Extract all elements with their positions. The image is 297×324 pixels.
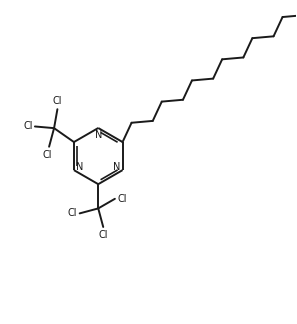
Text: Cl: Cl	[68, 208, 77, 218]
Text: Cl: Cl	[43, 150, 52, 160]
Text: Cl: Cl	[53, 96, 62, 106]
Text: N: N	[94, 130, 102, 140]
Text: Cl: Cl	[23, 122, 33, 132]
Text: Cl: Cl	[99, 230, 108, 240]
Text: Cl: Cl	[117, 194, 127, 204]
Text: N: N	[113, 162, 121, 172]
Text: N: N	[76, 162, 83, 172]
